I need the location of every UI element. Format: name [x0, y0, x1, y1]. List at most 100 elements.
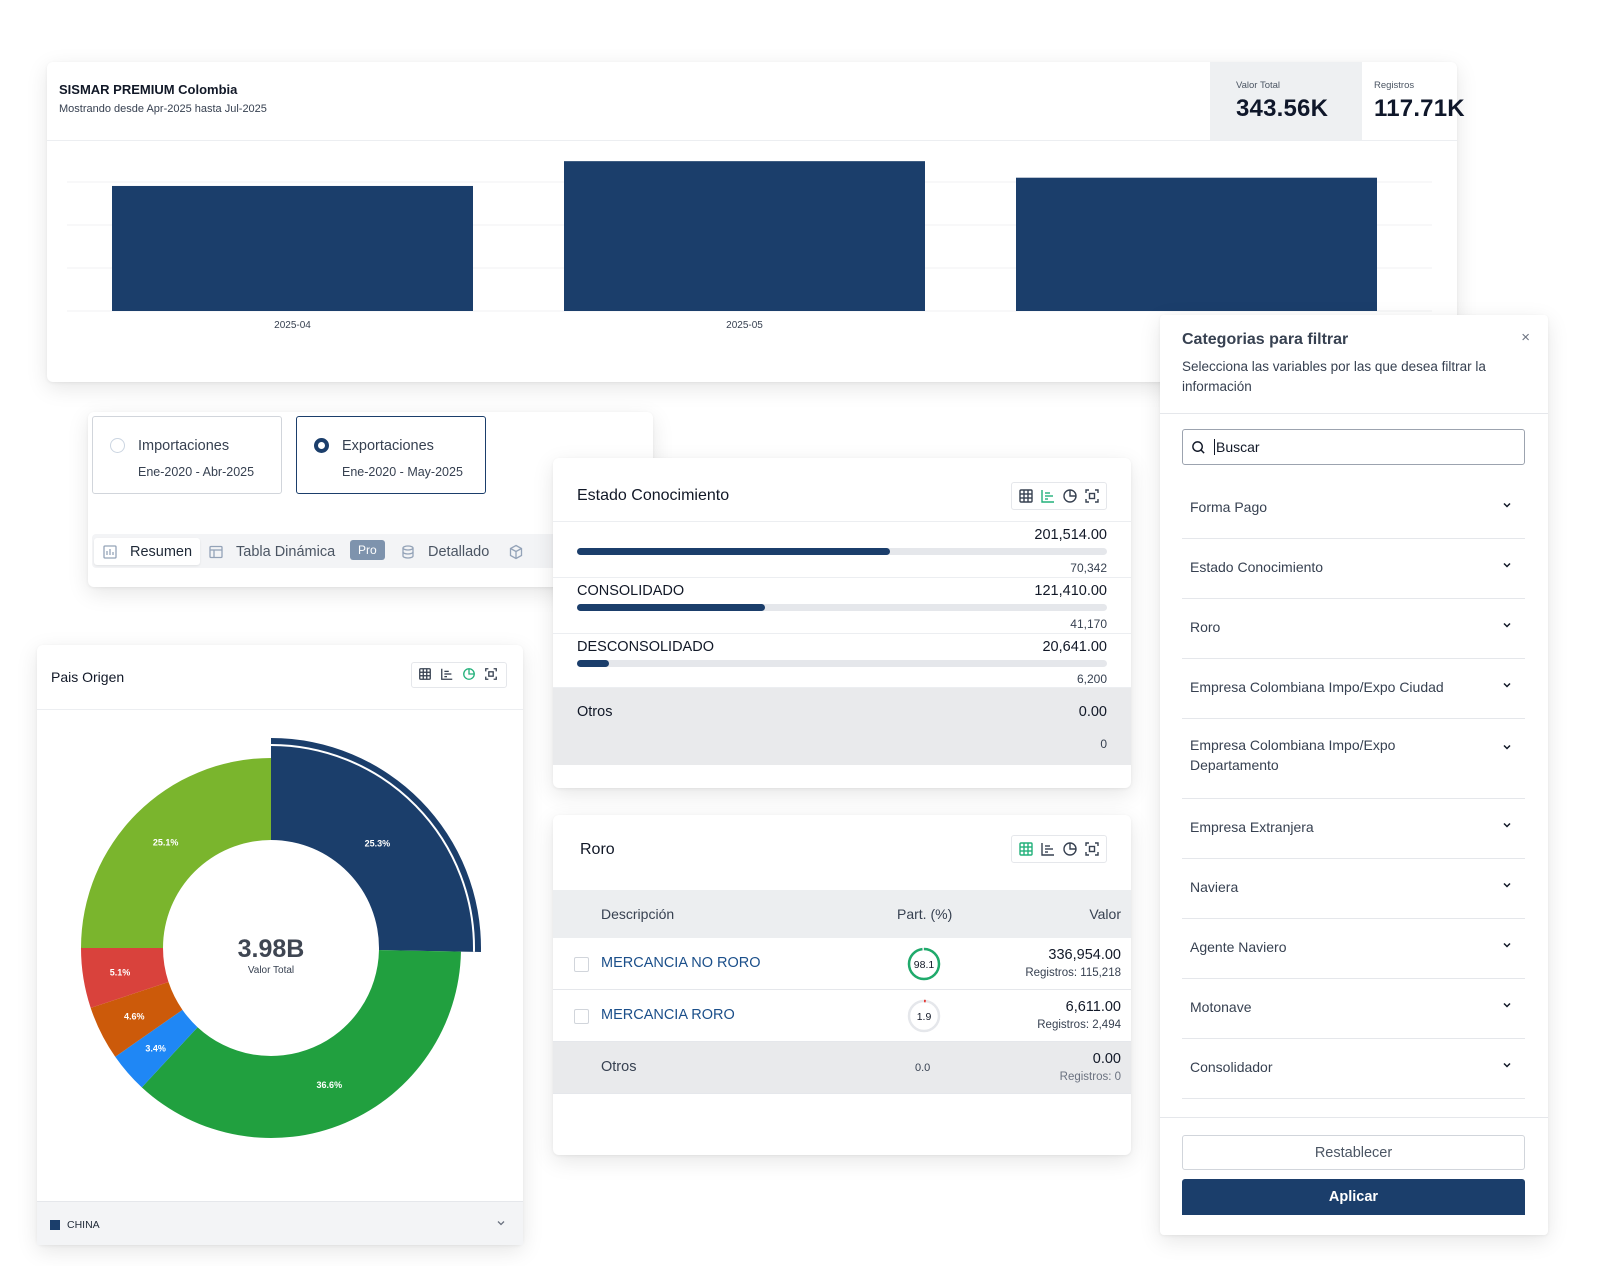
row-checkbox[interactable] [574, 957, 589, 972]
kpi-valor-total: Valor Total 343.56K [1210, 62, 1362, 140]
bar-2025-05[interactable] [564, 161, 925, 311]
row-description[interactable]: MERCANCIA NO RORO [601, 955, 761, 971]
donut-slice-label: 25.1% [153, 838, 179, 848]
kpi-valor-label: Valor Total [1236, 80, 1281, 91]
chevron-down-icon[interactable] [1501, 741, 1513, 753]
pais-view-switcher [411, 662, 507, 688]
donut-highlight-outline [270, 744, 475, 952]
close-icon[interactable]: × [1521, 329, 1530, 346]
option-importaciones[interactable]: Importaciones Ene-2020 - Abr-2025 [92, 416, 282, 494]
pais-legend[interactable]: CHINA [37, 1201, 523, 1245]
pais-title: Pais Origen [51, 669, 125, 685]
donut-slice[interactable] [141, 950, 461, 1138]
chevron-down-icon[interactable] [1501, 879, 1513, 891]
chevron-down-icon[interactable] [1501, 679, 1513, 691]
pais-origen-card: Pais Origen 25.3% 36.6% 3.4% 4.6% 5.1% 25.1% … [37, 645, 523, 1245]
estado-row-bar-fill [577, 660, 609, 667]
radio-importaciones[interactable] [110, 438, 125, 453]
bar-chart-icon[interactable] [1040, 841, 1056, 857]
donut-slice[interactable] [271, 738, 482, 952]
row-value: 6,611.00 [1065, 999, 1121, 1015]
roro-table-header: Descripción Part. (%) Valor [553, 890, 1131, 938]
filter-category-item[interactable]: Empresa Extranjera [1182, 799, 1525, 859]
chevron-down-icon[interactable] [1501, 999, 1513, 1011]
chevron-down-icon[interactable] [1501, 1059, 1513, 1071]
bar-2025-06[interactable] [1016, 177, 1377, 311]
tab-detallado[interactable]: Detallado [400, 538, 489, 565]
table-icon[interactable] [418, 667, 434, 683]
estado-row-value: 20,641.00 [1042, 639, 1107, 655]
estado-row-desconsolidado: DESCONSOLIDADO 20,641.00 6,200 [553, 633, 1131, 687]
col-valor[interactable]: Valor [1089, 906, 1121, 922]
chevron-down-icon[interactable] [1501, 819, 1513, 831]
share-ring-arc [907, 999, 941, 1033]
filter-category-item[interactable]: Empresa Colombiana Impo/Expo Ciudad [1182, 659, 1525, 719]
estado-row-bar [577, 660, 1107, 667]
chevron-down-icon[interactable] [495, 1217, 507, 1229]
kpi-registros: Registros 117.71K [1362, 62, 1465, 140]
estado-row-label: DESCONSOLIDADO [577, 639, 714, 655]
table-icon[interactable] [1018, 841, 1034, 857]
donut-slice[interactable] [115, 1009, 198, 1088]
row-description[interactable]: MERCANCIA RORO [601, 1007, 735, 1023]
donut-slice[interactable] [81, 758, 271, 948]
table-row[interactable]: MERCANCIA RORO 1.9 6,611.00 Registros: 2… [553, 990, 1131, 1042]
tab-more[interactable] [508, 538, 536, 565]
chevron-down-icon[interactable] [1501, 499, 1513, 511]
filter-category-item[interactable]: Agente Naviero [1182, 919, 1525, 979]
bar-chart-icon[interactable] [440, 667, 456, 683]
tab-resumen-label: Resumen [130, 543, 193, 560]
legend-item-china[interactable]: CHINA [67, 1219, 100, 1231]
filter-category-label: Estado Conocimiento [1190, 559, 1324, 575]
radio-exportaciones[interactable] [314, 438, 329, 453]
chevron-down-icon[interactable] [1501, 619, 1513, 631]
col-participacion[interactable]: Part. (%) [897, 906, 953, 922]
fullscreen-icon[interactable] [1084, 841, 1100, 857]
filter-category-label: Naviera [1190, 879, 1239, 895]
option-exportaciones-name: Exportaciones [342, 438, 434, 454]
chevron-down-icon[interactable] [1501, 939, 1513, 951]
reset-button[interactable]: Restablecer [1182, 1135, 1525, 1170]
option-exportaciones[interactable]: Exportaciones Ene-2020 - May-2025 [296, 416, 486, 494]
pie-chart-icon[interactable] [1062, 841, 1078, 857]
x-tick-label: 2025-05 [726, 320, 763, 331]
fullscreen-icon[interactable] [484, 667, 500, 683]
fullscreen-icon[interactable] [1084, 488, 1100, 504]
tab-tabla-dinamica[interactable]: Tabla Dinámica [208, 538, 335, 565]
filter-category-item[interactable]: Naviera [1182, 859, 1525, 919]
filter-category-item[interactable]: Empresa Colombiana Impo/Expo Departament… [1182, 719, 1525, 799]
filter-category-item[interactable]: Roro [1182, 599, 1525, 659]
pie-chart-icon[interactable] [462, 667, 478, 683]
filter-category-label: Consolidador [1190, 1059, 1273, 1075]
donut-slice[interactable] [90, 982, 183, 1057]
estado-row-value: 0.00 [1078, 704, 1107, 720]
pie-chart-icon[interactable] [1062, 488, 1078, 504]
row-checkbox[interactable] [574, 1009, 589, 1024]
estado-row-otros: Otros 0.00 0 [553, 687, 1131, 765]
pais-donut-chart: 25.3% 36.6% 3.4% 4.6% 5.1% 25.1% 3.98B Valor … [81, 738, 482, 1138]
chevron-down-icon[interactable] [1501, 559, 1513, 571]
x-tick-label: 2025-04 [274, 320, 311, 331]
search-input[interactable]: Buscar [1182, 429, 1525, 465]
option-importaciones-range: Ene-2020 - Abr-2025 [138, 465, 255, 479]
apply-button[interactable]: Aplicar [1182, 1179, 1525, 1215]
row-value: 336,954.00 [1048, 947, 1121, 963]
filter-category-item[interactable]: Motonave [1182, 979, 1525, 1039]
estado-row-value: 201,514.00 [1034, 527, 1107, 543]
col-descripcion[interactable]: Descripción [601, 906, 675, 922]
filter-category-label: Forma Pago [1190, 499, 1268, 515]
filter-category-item[interactable]: Forma Pago [1182, 479, 1525, 539]
bar-2025-04[interactable] [112, 185, 473, 311]
table-row[interactable]: MERCANCIA NO RORO 98.1 336,954.00 Regist… [553, 938, 1131, 990]
bar-chart-icon[interactable] [1040, 488, 1056, 504]
filter-title: Categorias para filtrar [1182, 331, 1349, 348]
tab-resumen[interactable]: Resumen [94, 538, 201, 565]
filter-category-item[interactable]: Consolidador [1182, 1039, 1525, 1099]
filter-subtitle: Selecciona las variables por las que des… [1182, 359, 1486, 394]
table-icon[interactable] [1018, 488, 1034, 504]
filter-category-label: Empresa Extranjera [1190, 819, 1314, 835]
filter-category-item[interactable]: Estado Conocimiento [1182, 539, 1525, 599]
filter-category-label: Empresa Colombiana Impo/Expo Departament… [1190, 737, 1396, 773]
pais-divider [37, 709, 523, 710]
donut-slice[interactable] [81, 948, 169, 1008]
